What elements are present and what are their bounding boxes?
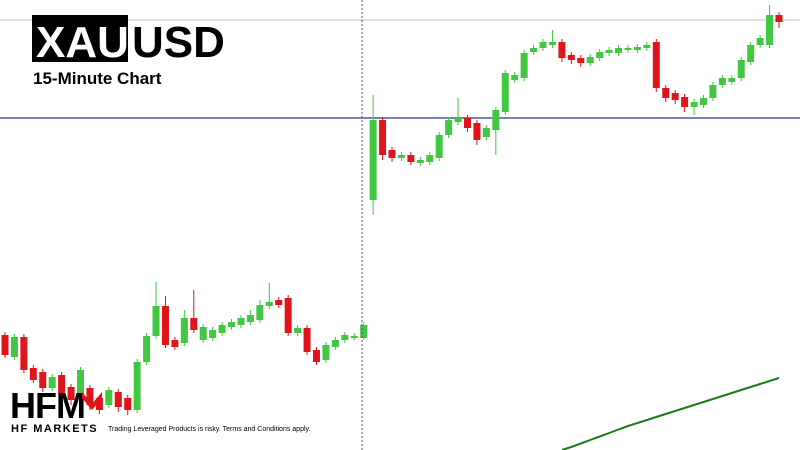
candle-body xyxy=(737,60,745,78)
candle-body xyxy=(709,85,717,98)
candle-body xyxy=(58,375,66,395)
candle-body xyxy=(143,336,151,362)
candle-body xyxy=(756,38,764,45)
candle-body xyxy=(190,318,198,330)
symbol-base: XAU xyxy=(36,18,129,67)
candle-body xyxy=(180,318,188,343)
logo-accent xyxy=(82,392,102,410)
candle-body xyxy=(294,328,302,333)
candle-body xyxy=(312,350,320,362)
candle-body xyxy=(114,392,122,407)
candle-body xyxy=(464,118,472,128)
candle-body xyxy=(275,300,283,305)
candle-body xyxy=(426,155,434,162)
candle-body xyxy=(265,302,273,306)
candle-body xyxy=(20,337,28,370)
candle-body xyxy=(284,298,292,333)
candle-body xyxy=(341,335,349,340)
candle-body xyxy=(501,73,509,112)
candle-body xyxy=(379,120,387,155)
candle-body xyxy=(445,120,453,135)
candle-body xyxy=(775,15,783,22)
candle-body xyxy=(105,390,113,405)
candle-body xyxy=(199,327,207,340)
candle-body xyxy=(671,93,679,100)
candle-body xyxy=(388,150,396,158)
candle-body xyxy=(237,318,245,325)
candle-body xyxy=(416,160,424,163)
candle-body xyxy=(511,75,519,80)
plot-area xyxy=(0,5,800,450)
candle-body xyxy=(690,102,698,107)
candle-body xyxy=(360,325,368,338)
symbol-box xyxy=(32,15,128,62)
candle-body xyxy=(246,315,254,322)
disclaimer: Trading Leveraged Products is risky. Ter… xyxy=(108,426,311,433)
candle-body xyxy=(577,58,585,63)
candle-body xyxy=(86,388,94,405)
candle-body xyxy=(643,45,651,48)
candle-body xyxy=(633,47,641,50)
candle-body xyxy=(624,48,632,50)
candle-body xyxy=(369,120,377,200)
candle-body xyxy=(303,328,311,352)
candle-body xyxy=(397,155,405,158)
candle-body xyxy=(596,52,604,58)
candle-body xyxy=(681,97,689,107)
candle-body xyxy=(95,398,103,410)
candle-body xyxy=(548,42,556,45)
candle-body xyxy=(652,42,660,88)
candle-body xyxy=(331,340,339,347)
moving-average-line xyxy=(561,377,780,450)
candle-body xyxy=(699,98,707,105)
candle-body xyxy=(520,53,528,78)
candle-body xyxy=(218,325,226,333)
candle-body xyxy=(10,337,18,357)
candle-body xyxy=(718,78,726,85)
candle-body xyxy=(39,372,47,388)
symbol-quote: USD xyxy=(132,18,225,67)
candle-body xyxy=(615,48,623,53)
candle-body xyxy=(67,387,75,400)
logo-name: HF MARKETS xyxy=(11,423,98,435)
candle-body xyxy=(1,335,9,355)
candle-body xyxy=(77,370,85,395)
candle-body xyxy=(256,305,264,320)
candle-body xyxy=(605,50,613,53)
candle-body xyxy=(473,123,481,140)
candle-body xyxy=(586,57,594,63)
candle-body xyxy=(539,42,547,48)
chart-subtitle: 15-Minute Chart xyxy=(33,69,162,88)
candle-body xyxy=(350,336,358,338)
candle-body xyxy=(747,45,755,62)
candle-body xyxy=(728,78,736,82)
candle-body xyxy=(29,368,37,380)
candle-body xyxy=(530,48,538,52)
candle-body xyxy=(482,128,490,137)
candle-body xyxy=(209,330,217,338)
candle-body xyxy=(124,398,132,410)
candle-body xyxy=(567,55,575,60)
candle-body xyxy=(171,340,179,347)
candle-body xyxy=(133,362,141,410)
candle-body xyxy=(492,110,500,130)
candle-body xyxy=(435,135,443,158)
candle-body xyxy=(662,88,670,98)
candle-body xyxy=(152,306,160,336)
candle-body xyxy=(454,118,462,122)
logo-mark: HFM xyxy=(10,385,85,426)
candle-body xyxy=(48,377,56,388)
candle-body xyxy=(228,322,236,327)
candle-body xyxy=(766,15,774,45)
candle-body xyxy=(407,155,415,162)
candle-body xyxy=(322,345,330,360)
candle-body xyxy=(161,306,169,345)
candle-body xyxy=(558,42,566,58)
